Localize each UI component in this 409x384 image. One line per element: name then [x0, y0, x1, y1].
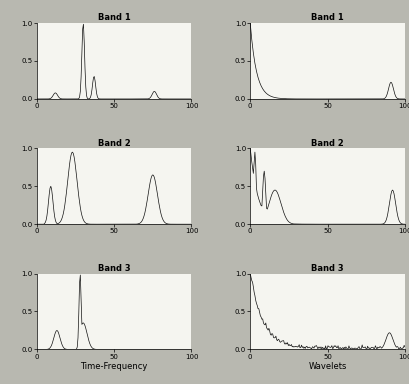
- Title: Band 3: Band 3: [311, 264, 344, 273]
- Title: Band 3: Band 3: [98, 264, 130, 273]
- Title: Band 2: Band 2: [98, 139, 130, 147]
- X-axis label: Time-Frequency: Time-Frequency: [81, 362, 148, 371]
- Title: Band 1: Band 1: [98, 13, 130, 22]
- X-axis label: Wavelets: Wavelets: [308, 362, 347, 371]
- Title: Band 2: Band 2: [311, 139, 344, 147]
- Title: Band 1: Band 1: [311, 13, 344, 22]
